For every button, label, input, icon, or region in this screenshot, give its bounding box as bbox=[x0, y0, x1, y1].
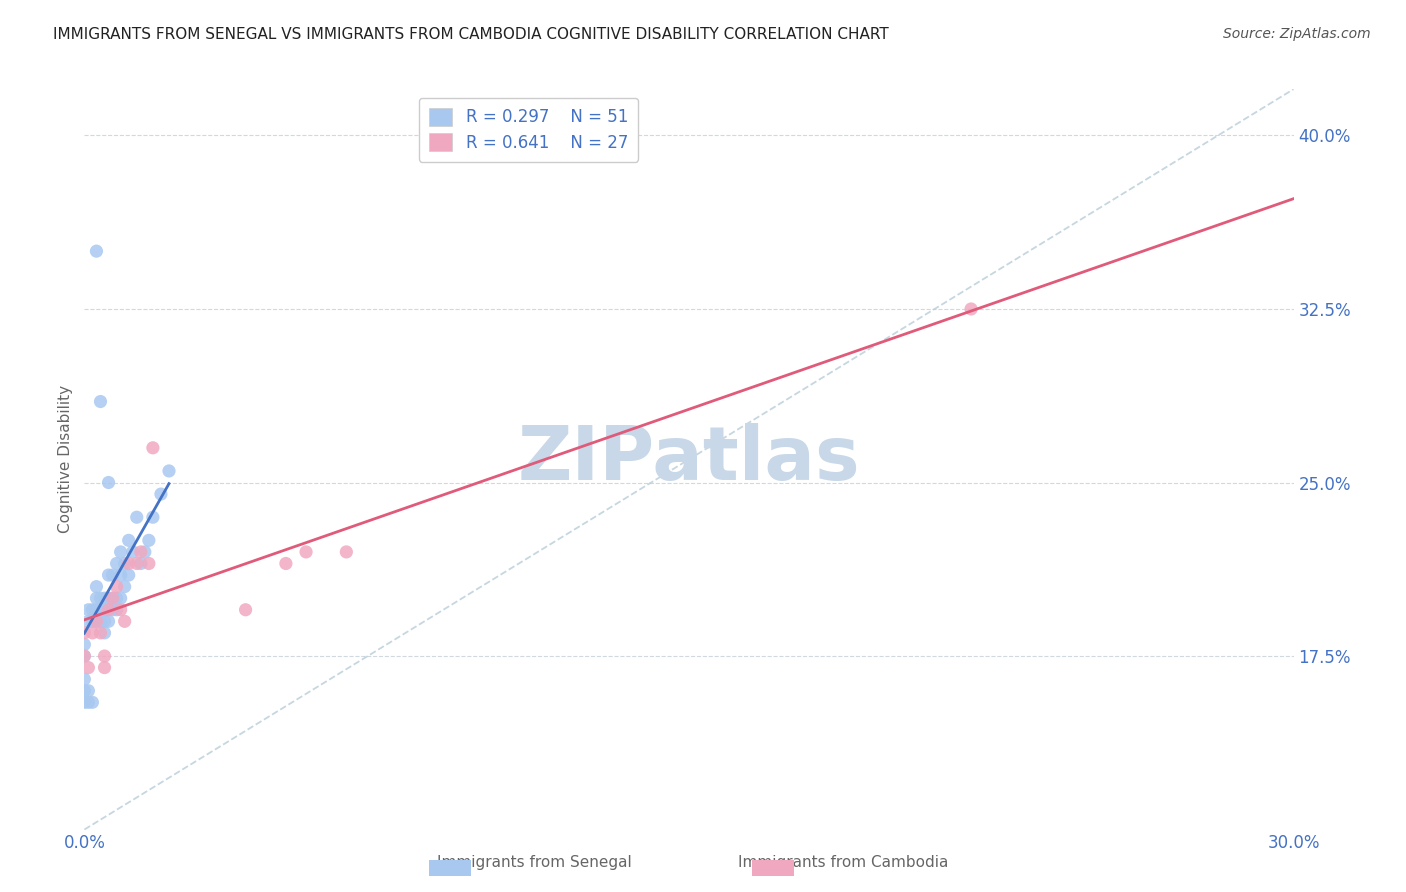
Point bbox=[118, 568, 141, 582]
Point bbox=[97, 603, 120, 617]
Point bbox=[118, 533, 141, 548]
Point bbox=[82, 626, 104, 640]
Text: ZIPatlas: ZIPatlas bbox=[517, 423, 860, 496]
Point bbox=[295, 545, 318, 559]
Point bbox=[93, 648, 115, 663]
Point bbox=[89, 615, 111, 629]
Point bbox=[121, 545, 143, 559]
Point bbox=[89, 394, 111, 409]
Text: Immigrants from Cambodia: Immigrants from Cambodia bbox=[738, 855, 949, 870]
Point bbox=[82, 695, 104, 709]
Point bbox=[97, 615, 120, 629]
Y-axis label: Cognitive Disability: Cognitive Disability bbox=[58, 385, 73, 533]
Point bbox=[77, 615, 100, 629]
Point bbox=[93, 626, 115, 640]
Point bbox=[129, 557, 152, 571]
Point bbox=[138, 557, 160, 571]
Point bbox=[86, 591, 108, 606]
Point bbox=[73, 695, 96, 709]
Legend: R = 0.297    N = 51, R = 0.641    N = 27: R = 0.297 N = 51, R = 0.641 N = 27 bbox=[419, 97, 638, 161]
Point bbox=[73, 683, 96, 698]
Point bbox=[105, 591, 128, 606]
Point bbox=[101, 591, 124, 606]
Point bbox=[97, 568, 120, 582]
Point bbox=[157, 464, 180, 478]
Point bbox=[960, 301, 983, 316]
Point bbox=[77, 660, 100, 674]
Text: Source: ZipAtlas.com: Source: ZipAtlas.com bbox=[1223, 27, 1371, 41]
Point bbox=[114, 580, 136, 594]
Point bbox=[114, 557, 136, 571]
Point bbox=[110, 568, 132, 582]
Point bbox=[110, 545, 132, 559]
Point bbox=[93, 603, 115, 617]
Point bbox=[86, 244, 108, 259]
Point bbox=[114, 615, 136, 629]
Point bbox=[335, 545, 357, 559]
Point bbox=[129, 545, 152, 559]
Point bbox=[73, 648, 96, 663]
Point bbox=[73, 672, 96, 686]
Point bbox=[118, 557, 141, 571]
Point bbox=[73, 637, 96, 651]
Point bbox=[86, 603, 108, 617]
Point bbox=[82, 615, 104, 629]
Text: IMMIGRANTS FROM SENEGAL VS IMMIGRANTS FROM CAMBODIA COGNITIVE DISABILITY CORRELA: IMMIGRANTS FROM SENEGAL VS IMMIGRANTS FR… bbox=[53, 27, 889, 42]
Point bbox=[86, 615, 108, 629]
Point bbox=[89, 626, 111, 640]
Text: Immigrants from Senegal: Immigrants from Senegal bbox=[437, 855, 631, 870]
Point bbox=[105, 580, 128, 594]
Point bbox=[82, 603, 104, 617]
Point bbox=[86, 615, 108, 629]
Point bbox=[86, 580, 108, 594]
Point bbox=[105, 603, 128, 617]
Point bbox=[101, 603, 124, 617]
Point bbox=[97, 591, 120, 606]
Point bbox=[77, 603, 100, 617]
Point bbox=[93, 660, 115, 674]
Point bbox=[125, 557, 148, 571]
Point bbox=[105, 557, 128, 571]
Point bbox=[77, 683, 100, 698]
Point bbox=[142, 441, 165, 455]
Point bbox=[89, 603, 111, 617]
Point bbox=[274, 557, 297, 571]
Point bbox=[101, 568, 124, 582]
Point bbox=[93, 591, 115, 606]
Point bbox=[149, 487, 172, 501]
Point bbox=[235, 603, 257, 617]
Point bbox=[93, 615, 115, 629]
Point bbox=[125, 510, 148, 524]
Point bbox=[138, 533, 160, 548]
Point bbox=[110, 591, 132, 606]
Point bbox=[97, 475, 120, 490]
Point bbox=[142, 510, 165, 524]
Point bbox=[89, 591, 111, 606]
Point bbox=[134, 545, 156, 559]
Point bbox=[73, 626, 96, 640]
Point bbox=[101, 591, 124, 606]
Point bbox=[110, 603, 132, 617]
Point bbox=[97, 603, 120, 617]
Point bbox=[77, 695, 100, 709]
Point bbox=[73, 648, 96, 663]
